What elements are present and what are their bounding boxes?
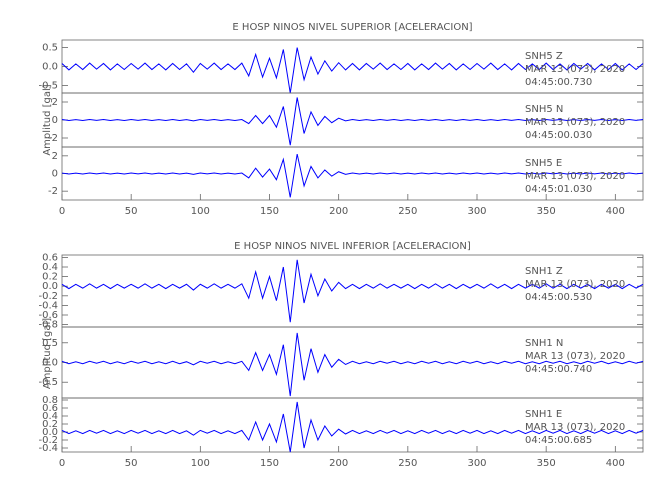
x-tick-label: 150 [260, 458, 279, 469]
trace-label: SNH5 E [525, 158, 562, 169]
x-tick-label: 200 [329, 458, 348, 469]
trace-label: 04:45:00.740 [525, 364, 592, 375]
trace-label: 04:45:00.685 [525, 435, 592, 446]
trace-label: MAR 13 (073), 2020 [525, 279, 625, 290]
x-tick-label: 400 [606, 206, 625, 217]
y-tick-label: -0.6 [38, 310, 58, 321]
x-tick-label: 0 [59, 458, 65, 469]
y-tick-label: 0.5 [42, 338, 58, 349]
y-tick-label: 0.0 [42, 281, 58, 292]
y-tick-label: 0.2 [42, 272, 58, 283]
chart-title: E HOSP NINOS NIVEL SUPERIOR [ACELERACION… [232, 22, 472, 33]
y-axis-label: Amplitud [gal] [42, 84, 53, 155]
x-tick-label: 250 [398, 458, 417, 469]
waveform [61, 47, 644, 94]
panel-frame [61, 397, 644, 453]
y-tick-label: -0.5 [38, 377, 58, 388]
y-tick-label: -0.4 [38, 300, 58, 311]
waveform [61, 401, 644, 453]
y-tick-label: -2 [48, 133, 58, 144]
y-tick-label: -0.4 [38, 443, 58, 454]
y-tick-label: 0.0 [42, 427, 58, 438]
y-tick-label: 0 [52, 169, 58, 180]
trace-label: 04:45:00.030 [525, 130, 592, 141]
x-tick-label: 0 [59, 206, 65, 217]
x-tick-label: 350 [537, 206, 556, 217]
x-tick-label: 200 [329, 206, 348, 217]
y-tick-label: -0.8 [38, 320, 58, 331]
y-tick-label: -0.5 [38, 80, 58, 91]
y-tick-label: 2 [52, 151, 58, 162]
y-tick-label: 0.0 [42, 62, 58, 73]
y-tick-label: 0.0 [42, 358, 58, 369]
y-tick-label: -0.2 [38, 435, 58, 446]
y-axis-label: Amplitud [gal] [42, 318, 53, 389]
trace-label: MAR 13 (073), 2020 [525, 422, 625, 433]
trace-label: SNH5 Z [525, 51, 563, 62]
y-tick-label: 0.4 [42, 411, 58, 422]
trace-label: 04:45:00.730 [525, 77, 592, 88]
x-tick-label: 250 [398, 206, 417, 217]
y-tick-label: 0 [52, 115, 58, 126]
y-tick-label: 2 [52, 97, 58, 108]
x-tick-label: 350 [537, 458, 556, 469]
x-tick-label: 50 [125, 206, 138, 217]
trace-label: SNH5 N [525, 104, 563, 115]
trace-label: MAR 13 (073), 2020 [525, 351, 625, 362]
trace-label: 04:45:00.530 [525, 292, 592, 303]
y-tick-label: -0.2 [38, 291, 58, 302]
y-tick-label: 0.8 [42, 395, 58, 406]
trace-label: MAR 13 (073), 2020 [525, 117, 625, 128]
waveform [61, 332, 644, 397]
trace-label: SNH1 E [525, 409, 562, 420]
trace-label: 04:45:01.030 [525, 184, 592, 195]
trace-label: MAR 13 (073), 2020 [525, 64, 625, 75]
y-tick-label: 0.5 [42, 43, 58, 54]
trace-label: MAR 13 (073), 2020 [525, 171, 625, 182]
x-tick-label: 150 [260, 206, 279, 217]
x-tick-label: 50 [125, 458, 138, 469]
y-tick-label: 0.2 [42, 419, 58, 430]
trace-label: SNH1 N [525, 338, 563, 349]
chart-title: E HOSP NINOS NIVEL INFERIOR [ACELERACION… [234, 241, 471, 252]
waveform [61, 153, 644, 198]
x-tick-label: 300 [467, 458, 486, 469]
x-tick-label: 100 [191, 206, 210, 217]
x-tick-label: 400 [606, 458, 625, 469]
x-tick-label: 300 [467, 206, 486, 217]
waveform [61, 259, 644, 323]
y-tick-label: 0.6 [42, 403, 58, 414]
trace-label: SNH1 Z [525, 266, 563, 277]
y-tick-label: -2 [48, 186, 58, 197]
y-tick-label: 0.6 [42, 252, 58, 263]
x-tick-label: 100 [191, 458, 210, 469]
waveform [61, 97, 644, 146]
y-tick-label: 0.4 [42, 262, 58, 273]
